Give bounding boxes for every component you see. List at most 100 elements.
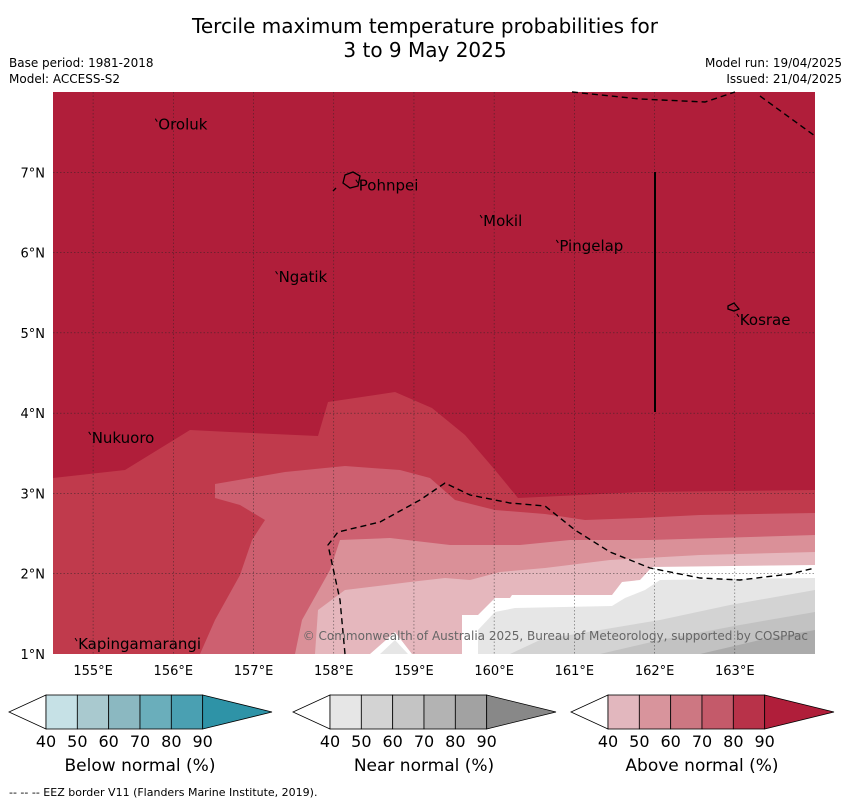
colorbar-tick-label: 90 [476, 732, 496, 751]
meta-right: Model run: 19/04/2025 Issued: 21/04/2025 [705, 55, 842, 87]
colorbar-right-extend [486, 694, 557, 730]
colorbar-tick-label: 80 [161, 732, 181, 751]
ant-atoll-mark [332, 187, 337, 192]
colorbar-cell [139, 694, 172, 730]
colorbar-tick-label: 60 [98, 732, 118, 751]
kosrae-outline [727, 302, 741, 312]
colorbar-cell [454, 694, 488, 730]
colorbar-tick-label: 40 [598, 732, 618, 751]
place-marker [355, 179, 359, 184]
lat-tick-label: 2°N [21, 568, 46, 583]
colorbar-left-extend [8, 694, 47, 730]
colorbar-cell [108, 694, 141, 730]
eez-border-north [571, 91, 816, 137]
colorbar-cell [392, 694, 425, 730]
colorbar-tick-label: 40 [320, 732, 340, 751]
colorbar-tick-label: 90 [192, 732, 212, 751]
place-label: Oroluk [158, 116, 207, 134]
colorbar-right-extend [202, 694, 273, 730]
colorbar-3: 40 50 60 70 80 90 [570, 694, 835, 751]
lat-tick-label: 5°N [21, 327, 46, 342]
colorbar-cell [45, 694, 78, 730]
colorbar-tick-label: 90 [754, 732, 774, 751]
colorbar-cell [170, 694, 204, 730]
colorbar-right-extend [764, 694, 835, 730]
lon-tick-label: 159°E [394, 664, 434, 679]
colorbar-cell [732, 694, 766, 730]
place-marker [74, 637, 78, 642]
colorbar-cell [76, 694, 110, 730]
colorbar-tick-label: 70 [414, 732, 434, 751]
colorbar-cell [360, 694, 394, 730]
colorbar-title-2: Near normal (%) [353, 756, 495, 776]
lat-tick-label: 4°N [21, 407, 46, 422]
place-marker [555, 239, 559, 244]
base-period-text: Base period: 1981-2018 [9, 56, 154, 70]
meta-left: Base period: 1981-2018 Model: ACCESS-S2 [9, 55, 154, 87]
colorbar-tick-label: 50 [67, 732, 87, 751]
lon-tick-label: 156°E [154, 664, 194, 679]
eez-footnote: -- -- -- EEZ border V11 (Flanders Marine… [9, 786, 318, 799]
lon-tick-label: 155°E [73, 664, 113, 679]
place-labels: Oroluk Pohnpei Mokil Pingelap Ngatik Kosrae Nu… [74, 116, 791, 653]
lat-tick-label: 3°N [21, 487, 46, 502]
map-title: Tercile maximum temperature probabilitie… [0, 14, 850, 62]
place-marker [88, 431, 92, 436]
colorbar-cell [423, 694, 456, 730]
model-run-text: Model run: 19/04/2025 [704, 56, 842, 70]
colorbar-title-3: Above normal (%) [625, 756, 779, 776]
lon-tick-label: 161°E [555, 664, 595, 679]
eez-border-south [327, 482, 816, 655]
place-marker [479, 214, 483, 219]
colorbar-cell [638, 694, 672, 730]
axis-labels: 155°E 156°E 157°E 158°E 159°E 160°E 161°E 162°E… [21, 166, 755, 679]
place-label: Pingelap [559, 237, 623, 255]
colorbar-tick-label: 70 [130, 732, 150, 751]
eez-borders [327, 91, 816, 655]
colorbar-cell [701, 694, 734, 730]
place-label: Ngatik [279, 268, 328, 286]
issued-text: Issued: 21/04/2025 [726, 72, 842, 86]
colorbar-cell [607, 694, 640, 730]
place-marker [275, 270, 279, 275]
place-label: Kapingamarangi [78, 635, 201, 653]
colorbar-tick-label: 50 [351, 732, 371, 751]
lat-tick-label: 7°N [21, 166, 46, 181]
colorbar-tick-label: 70 [692, 732, 712, 751]
colorbar-1: 40 50 60 70 80 90 [8, 694, 273, 751]
colorbar-2: 40 50 60 70 80 90 [292, 694, 557, 751]
title-line-1: Tercile maximum temperature probabilitie… [192, 14, 658, 38]
colorbar-tick-label: 80 [445, 732, 465, 751]
copyright-text: © Commonwealth of Australia 2025, Bureau… [303, 629, 808, 643]
colorbar-tick-label: 60 [660, 732, 680, 751]
lon-tick-label: 160°E [474, 664, 514, 679]
place-marker [154, 118, 158, 122]
colorbar-cell [329, 694, 362, 730]
lat-tick-label: 6°N [21, 247, 46, 262]
map-fill [53, 92, 815, 654]
place-label: Mokil [483, 212, 522, 230]
pohnpei-outline [342, 171, 361, 189]
place-label: Nukuoro [92, 429, 155, 447]
colorbar-tick-label: 80 [723, 732, 743, 751]
lon-tick-label: 162°E [635, 664, 675, 679]
place-label: Pohnpei [359, 177, 419, 195]
lon-tick-label: 163°E [715, 664, 755, 679]
lat-tick-label: 1°N [21, 648, 46, 663]
colorbar-left-extend [570, 694, 609, 730]
lon-tick-label: 158°E [314, 664, 354, 679]
colorbar-tick-label: 50 [629, 732, 649, 751]
near-70-80-region [700, 630, 815, 654]
place-label: Kosrae [740, 311, 791, 329]
island-outlines [332, 171, 741, 312]
probability-map[interactable]: Oroluk Pohnpei Mokil Pingelap Ngatik Kosrae Nu… [0, 0, 850, 690]
model-text: Model: ACCESS-S2 [9, 72, 121, 86]
colorbar-left-extend [292, 694, 331, 730]
lon-tick-label: 157°E [234, 664, 274, 679]
colorbar-title-1: Below normal (%) [64, 756, 216, 776]
place-marker [736, 313, 740, 318]
colorbar-cell [670, 694, 703, 730]
colorbar-tick-label: 40 [36, 732, 56, 751]
title-line-2: 3 to 9 May 2025 [343, 38, 507, 62]
colorbar-tick-label: 60 [382, 732, 402, 751]
